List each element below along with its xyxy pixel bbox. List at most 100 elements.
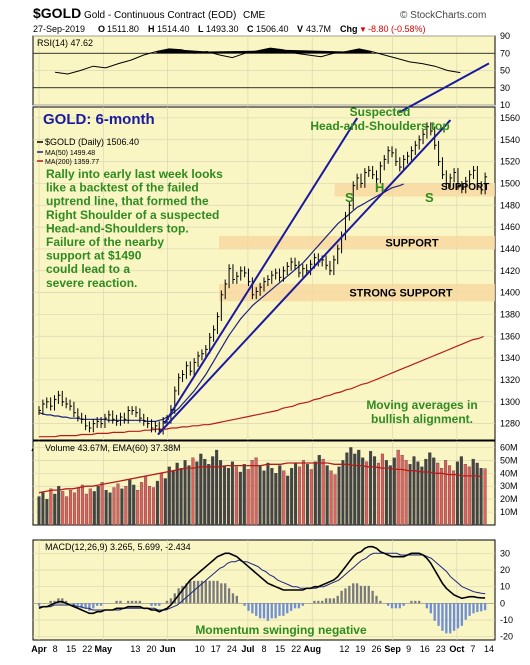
- volume-bar: [72, 492, 77, 526]
- volume-tick-label: 20M: [500, 494, 518, 504]
- header-exchange: CME: [243, 10, 266, 21]
- volume-bar: [337, 466, 341, 526]
- volume-bar: [297, 466, 302, 526]
- macd-histogram-bar: [452, 603, 456, 631]
- macd-histogram-bar: [216, 580, 219, 604]
- support-label-near: SUPPORT: [441, 182, 489, 193]
- macd-histogram-bar: [255, 603, 258, 616]
- volume-bar: [416, 461, 420, 526]
- macd-histogram-bar: [262, 603, 266, 619]
- macd-histogram-bar: [138, 600, 142, 604]
- macd-histogram-bar: [189, 580, 192, 604]
- macd-histogram-bar: [371, 590, 374, 604]
- macd-histogram-bar: [441, 603, 444, 631]
- volume-bar: [144, 475, 148, 526]
- rsi-legend: RSI(14) 47.62: [37, 38, 93, 48]
- comment-annotation-line: Head-and-Shoulders top.: [46, 221, 189, 235]
- volume-bar: [116, 483, 120, 526]
- macd-histogram-bar: [196, 580, 200, 604]
- comment-annotation-line: Right Shoulder of a suspected: [46, 208, 219, 222]
- price-tick-label: 1360: [500, 331, 520, 341]
- volume-bar: [309, 469, 313, 526]
- price-tick-label: 1560: [500, 113, 520, 123]
- macd-histogram-bar: [394, 603, 398, 609]
- volume-bar: [175, 462, 179, 526]
- macd-x-tick-label: 15: [275, 644, 285, 654]
- macd-histogram-bar: [336, 595, 339, 604]
- macd-histogram-bar: [80, 603, 83, 609]
- macd-histogram-bar: [274, 603, 277, 619]
- near-support-zone: [334, 183, 495, 197]
- header-h-value: 1514.40: [157, 24, 190, 34]
- macd-histogram-bar: [429, 603, 432, 614]
- volume-bar: [61, 491, 65, 526]
- macd-histogram-bar: [313, 600, 316, 604]
- volume-bar: [262, 470, 266, 526]
- macd-histogram-bar: [181, 585, 184, 604]
- price-tick-label: 1380: [500, 309, 520, 319]
- volume-bar: [463, 464, 467, 526]
- macd-histogram-bar: [134, 600, 138, 604]
- volume-bar: [372, 456, 377, 526]
- volume-bar: [250, 460, 254, 526]
- price-tick-label: 1400: [500, 288, 520, 298]
- macd-histogram-bar: [243, 603, 246, 606]
- macd-histogram-bar: [227, 588, 231, 604]
- macd-tick-label: 10: [500, 582, 510, 592]
- macd-histogram-bar: [317, 600, 320, 604]
- header-v-value: 43.7M: [306, 24, 331, 34]
- volume-bar: [483, 468, 487, 526]
- volume-bar: [420, 466, 424, 526]
- comment-annotation-line: support at $1490: [46, 249, 142, 263]
- macd-histogram-bar: [154, 603, 157, 606]
- volume-bar: [120, 488, 124, 526]
- macd-tick-label: -10: [500, 615, 513, 625]
- price-tick-label: 1420: [500, 266, 520, 276]
- macd-histogram-bar: [386, 603, 390, 606]
- header-symbol: $GOLD: [33, 5, 81, 21]
- macd-histogram-bar: [379, 600, 382, 604]
- price-tick-label: 1440: [500, 244, 520, 254]
- volume-bar: [408, 464, 412, 526]
- macd-x-tick-label: Jun: [160, 644, 176, 654]
- volume-bar: [219, 460, 223, 526]
- volume-bar: [369, 451, 373, 526]
- macd-x-tick-label: 9: [406, 644, 411, 654]
- macd-x-tick-label: 8: [261, 644, 266, 654]
- volume-bar: [53, 493, 57, 526]
- macd-histogram-bar: [64, 600, 68, 604]
- macd-tick-label: 0: [500, 598, 505, 608]
- macd-histogram-bar: [456, 603, 460, 629]
- volume-bar: [301, 460, 306, 526]
- macd-histogram-bar: [390, 603, 394, 609]
- macd-histogram-bar: [61, 598, 64, 604]
- volume-bar: [317, 455, 321, 526]
- volume-bar: [471, 458, 475, 526]
- macd-histogram-bar: [363, 585, 367, 604]
- macd-histogram-bar: [53, 600, 56, 604]
- macd-histogram-bar: [84, 603, 87, 609]
- macd-histogram-bar: [414, 600, 417, 604]
- volume-bar: [455, 461, 459, 526]
- macd-histogram-bar: [476, 603, 479, 613]
- volume-bar: [104, 489, 108, 526]
- macd-x-tick-label: May: [95, 644, 113, 654]
- macd-histogram-bar: [425, 603, 429, 609]
- legend-ma50: MA(50) 1499.48: [45, 150, 95, 157]
- volume-bar: [349, 447, 353, 526]
- volume-bar: [274, 473, 278, 526]
- header-date: 27-Sep-2019: [33, 24, 85, 34]
- macd-histogram-bar: [247, 603, 250, 611]
- ma-annotation-line: Moving averages in: [366, 398, 477, 412]
- macd-tick-label: 30: [500, 548, 510, 558]
- macd-histogram-bar: [480, 603, 483, 612]
- macd-histogram-bar: [355, 583, 359, 604]
- macd-x-tick-label: 16: [420, 644, 430, 654]
- volume-legend: Volume 43.67M, EMA(60) 37.38M: [45, 443, 181, 453]
- volume-bar: [341, 460, 345, 526]
- price-panel: [32, 106, 496, 441]
- macd-histogram-bar: [193, 580, 196, 604]
- volume-bar: [65, 496, 69, 526]
- macd-histogram-bar: [367, 585, 370, 604]
